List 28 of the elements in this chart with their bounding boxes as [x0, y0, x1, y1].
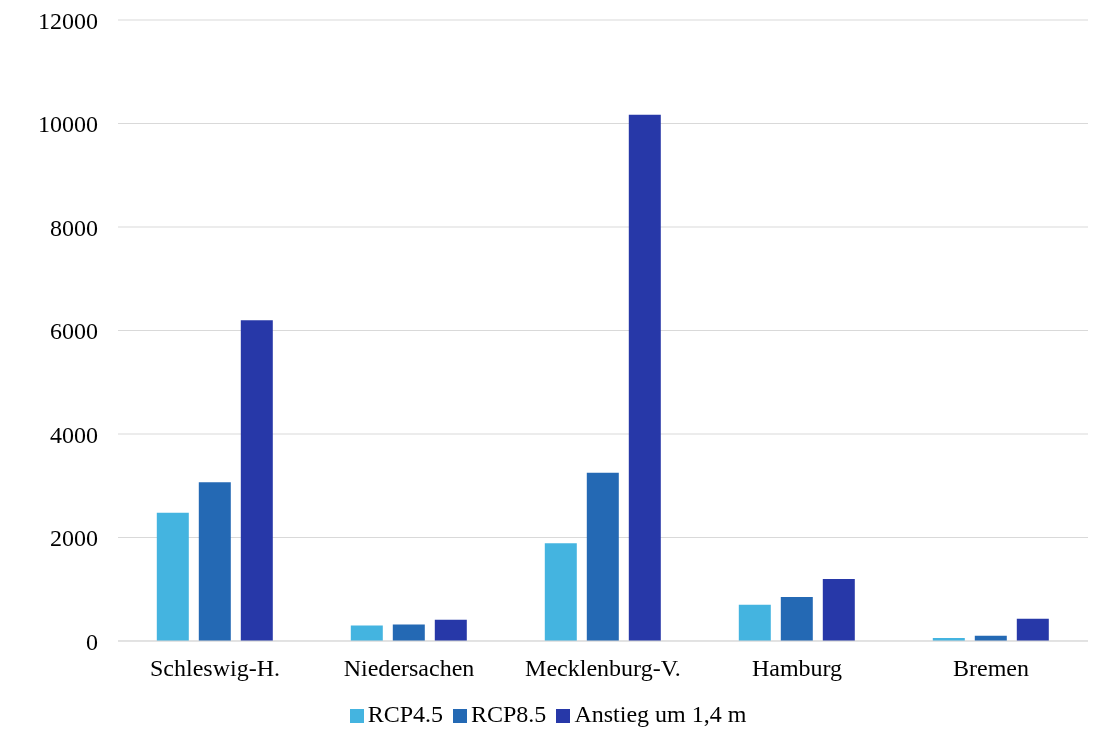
bar [434, 619, 467, 641]
bar [628, 114, 661, 641]
y-tick-label: 8000 [50, 214, 98, 241]
x-tick-label: Schleswig-H. [150, 655, 280, 682]
bar [780, 597, 813, 641]
bar [586, 472, 619, 641]
y-tick-label: 10000 [38, 111, 98, 138]
y-tick-label: 2000 [50, 525, 98, 552]
y-tick-label: 12000 [38, 7, 98, 34]
bar [822, 578, 855, 641]
y-tick-label: 0 [86, 628, 98, 655]
bar [156, 512, 189, 641]
bar [738, 604, 771, 641]
x-tick-label: Bremen [953, 655, 1029, 682]
x-tick-label: Hamburg [751, 655, 843, 682]
bar [350, 625, 383, 641]
legend-label: Anstieg um 1,4 m [574, 701, 747, 727]
y-tick-label: 4000 [50, 421, 98, 448]
bar [392, 624, 425, 641]
bar [198, 482, 231, 641]
y-tick-label: 6000 [50, 318, 98, 345]
legend-label: RCP8.5 [471, 701, 547, 727]
bar [544, 543, 577, 641]
bar [1016, 618, 1049, 641]
bar [240, 320, 273, 641]
x-tick-label: Mecklenburg-V. [525, 655, 681, 682]
legend-label: RCP4.5 [367, 701, 443, 727]
x-tick-label: Niedersachen [343, 655, 475, 682]
